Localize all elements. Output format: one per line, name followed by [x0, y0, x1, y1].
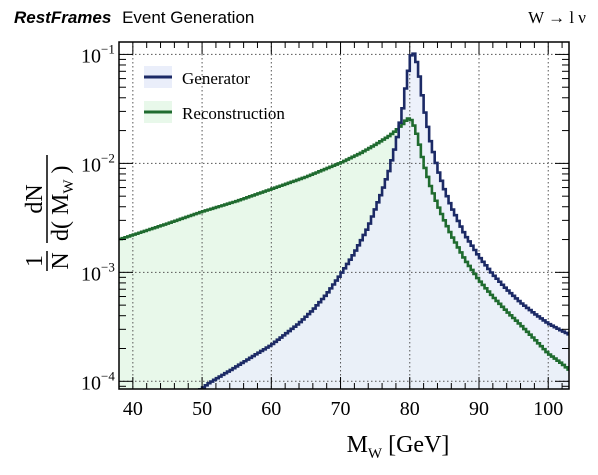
grid-lines	[119, 42, 569, 389]
series-fill-generator	[202, 53, 569, 389]
series-fills	[119, 53, 569, 389]
y-axis-label-sub: W	[61, 179, 77, 194]
y-tick-label: 10−2	[81, 150, 115, 176]
y-axis-label-d: d( M	[48, 194, 74, 241]
series-line-reconstruction	[119, 117, 569, 371]
legend: Generator Reconstruction	[144, 66, 285, 123]
plot-frame	[118, 41, 570, 390]
y-axis-label-dn: dN	[22, 184, 48, 213]
y-tick-label: 10−3	[81, 259, 115, 285]
axis-ticks	[119, 42, 569, 389]
y-axis-label-close: )	[48, 165, 74, 179]
legend-label-generator: Generator	[182, 69, 250, 88]
x-axis-label-main: M	[347, 432, 368, 458]
process-label: W → l ν	[528, 8, 586, 27]
series-line-generator	[198, 52, 569, 389]
x-axis-label: MW [GeV]	[347, 432, 450, 462]
x-tick-label: 60	[261, 398, 281, 420]
x-tick-label: 70	[331, 398, 351, 420]
x-tick-label: 100	[533, 398, 563, 420]
series-lines	[119, 52, 569, 389]
brand-title: RestFrames	[14, 8, 111, 27]
y-axis-label-one: 1	[22, 255, 48, 267]
x-axis-label-sub: W	[368, 446, 383, 462]
x-tick-label: 80	[400, 398, 420, 420]
x-tick-label: 50	[192, 398, 212, 420]
x-tick-label: 40	[123, 398, 143, 420]
legend-label-reconstruction: Reconstruction	[182, 104, 285, 123]
tick-labels: 40 50 60 70 80 90 100 10−4 10−3 10−2 10−1	[81, 41, 563, 420]
y-tick-label: 10−4	[81, 368, 115, 394]
x-tick-label: 90	[469, 398, 489, 420]
chart-subtitle: Event Generation	[122, 8, 254, 27]
y-axis-label: 1 N dN d( MW )	[22, 155, 77, 271]
y-axis-label-denominator: d( MW )	[48, 165, 77, 241]
x-axis-label-unit: [GeV]	[388, 432, 449, 458]
chart-header: RestFrames Event Generation	[14, 8, 254, 27]
y-axis-label-n: N	[48, 252, 74, 269]
y-tick-label: 10−1	[81, 41, 115, 67]
